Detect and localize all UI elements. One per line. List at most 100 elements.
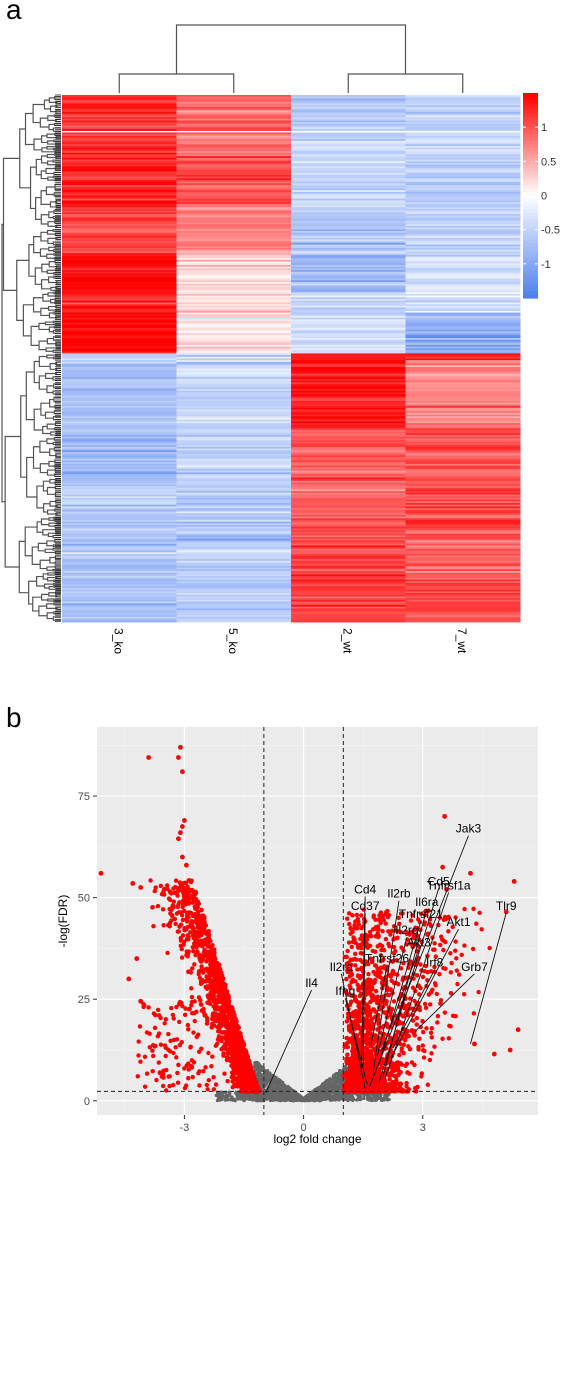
heatmap-cell: [291, 387, 406, 390]
heatmap-cell: [405, 526, 521, 529]
point-significant: [215, 1005, 220, 1010]
heatmap-cell: [405, 457, 521, 460]
row-dendro-branch: [28, 244, 36, 277]
heatmap-cell: [176, 550, 292, 553]
heatmap-cell: [291, 474, 406, 477]
heatmap-cell: [291, 533, 406, 536]
heatmap-cell: [291, 508, 406, 511]
heatmap-cell: [405, 285, 521, 288]
colorbar-step: [523, 294, 538, 299]
heatmap-cell: [176, 508, 292, 511]
heatmap-cell: [291, 402, 406, 405]
heatmap-cell: [62, 523, 177, 526]
heatmap-cell: [62, 394, 177, 397]
colorbar-step: [523, 140, 538, 145]
point-significant: [180, 933, 186, 938]
heatmap-cell: [291, 312, 406, 315]
colorbar-step: [523, 96, 538, 101]
heatmap-cell: [291, 142, 406, 145]
heatmap-cell: [62, 236, 177, 239]
colorbar-step: [523, 287, 538, 292]
heatmap-cell: [176, 380, 292, 383]
heatmap-cell: [176, 435, 292, 438]
heatmap-cell: [291, 118, 406, 121]
heatmap-cell: [176, 110, 292, 113]
row-dendro-branch: [35, 196, 42, 220]
heatmap-cell: [291, 506, 406, 509]
heatmap-cell: [405, 299, 521, 302]
heatmap-cell: [176, 351, 292, 354]
heatmap-cell: [62, 276, 177, 279]
heatmap-cell: [405, 392, 521, 395]
heatmap-cell: [405, 508, 521, 511]
heatmap-cell: [176, 163, 292, 166]
heatmap-cell: [291, 538, 406, 541]
heatmap-cell: [291, 564, 406, 567]
point-significant: [217, 966, 223, 971]
heatmap-cell: [62, 492, 177, 495]
heatmap-cell: [291, 521, 406, 524]
row-dendro-branch: [48, 517, 55, 521]
heatmap-cell: [62, 382, 177, 385]
heatmap-cell: [176, 472, 292, 475]
heatmap-cell: [62, 181, 177, 184]
heatmap-cell: [405, 105, 521, 108]
heatmap-cell: [176, 489, 292, 492]
point-significant: [179, 913, 185, 918]
dendro-branch-ko: [118, 73, 235, 93]
heatmap-cell: [291, 239, 406, 242]
colorbar-step: [523, 151, 538, 156]
heatmap-cell: [176, 309, 292, 312]
heatmap-cell: [405, 344, 521, 347]
heatmap-cell: [291, 283, 406, 286]
heatmap-cell: [62, 508, 177, 511]
row-dendro-branch: [46, 438, 55, 445]
heatmap-cell: [405, 492, 521, 495]
point-not-significant: [321, 1093, 325, 1098]
heatmap-cell: [405, 576, 521, 579]
heatmap-cell: [62, 385, 177, 388]
point-significant: [173, 921, 178, 927]
heatmap-cell: [405, 168, 521, 171]
row-dendro-branch: [48, 123, 55, 131]
heatmap-cell: [291, 591, 406, 594]
heatmap-cell: [291, 185, 406, 188]
heatmap-cell: [291, 441, 406, 444]
heatmap-cell: [62, 497, 177, 500]
row-dendro-branch: [48, 522, 57, 527]
row-dendro-branch: [42, 480, 50, 492]
heatmap-cell: [405, 222, 521, 225]
heatmap-cell: [291, 423, 406, 426]
row-dendro-branch: [41, 147, 55, 153]
heatmap-cell: [62, 531, 177, 534]
heatmap-cell: [291, 168, 406, 171]
heatmap-cell: [62, 530, 177, 533]
heatmap-cell: [62, 217, 177, 220]
heatmap-cell: [405, 406, 521, 409]
colorbar-step: [523, 270, 538, 275]
heatmap-cell: [176, 152, 292, 155]
row-dendro-branch: [54, 150, 61, 154]
heatmap-cell: [291, 605, 406, 608]
row-dendro-branch: [49, 556, 56, 564]
heatmap-cell: [291, 603, 406, 606]
point-not-significant: [337, 1091, 341, 1095]
heatmap-cell: [176, 457, 292, 460]
row-dendro-branch: [54, 297, 61, 302]
heatmap-cell: [405, 426, 521, 429]
heatmap-cell: [62, 292, 177, 295]
heatmap-cell: [62, 392, 177, 395]
row-dendro-branch: [40, 214, 49, 225]
colorbar-step: [523, 110, 538, 115]
heatmap-cell: [62, 452, 177, 455]
point-not-significant: [270, 1083, 275, 1087]
heatmap-cell: [405, 440, 521, 443]
heatmap-cell: [291, 520, 406, 523]
heatmap-cell: [291, 302, 406, 305]
heatmap-cell: [291, 363, 406, 366]
heatmap-cell: [176, 360, 292, 363]
heatmap-cell: [405, 494, 521, 497]
heatmap-cell: [291, 317, 406, 320]
colorbar-step: [523, 243, 538, 248]
heatmap-cell: [291, 305, 406, 308]
